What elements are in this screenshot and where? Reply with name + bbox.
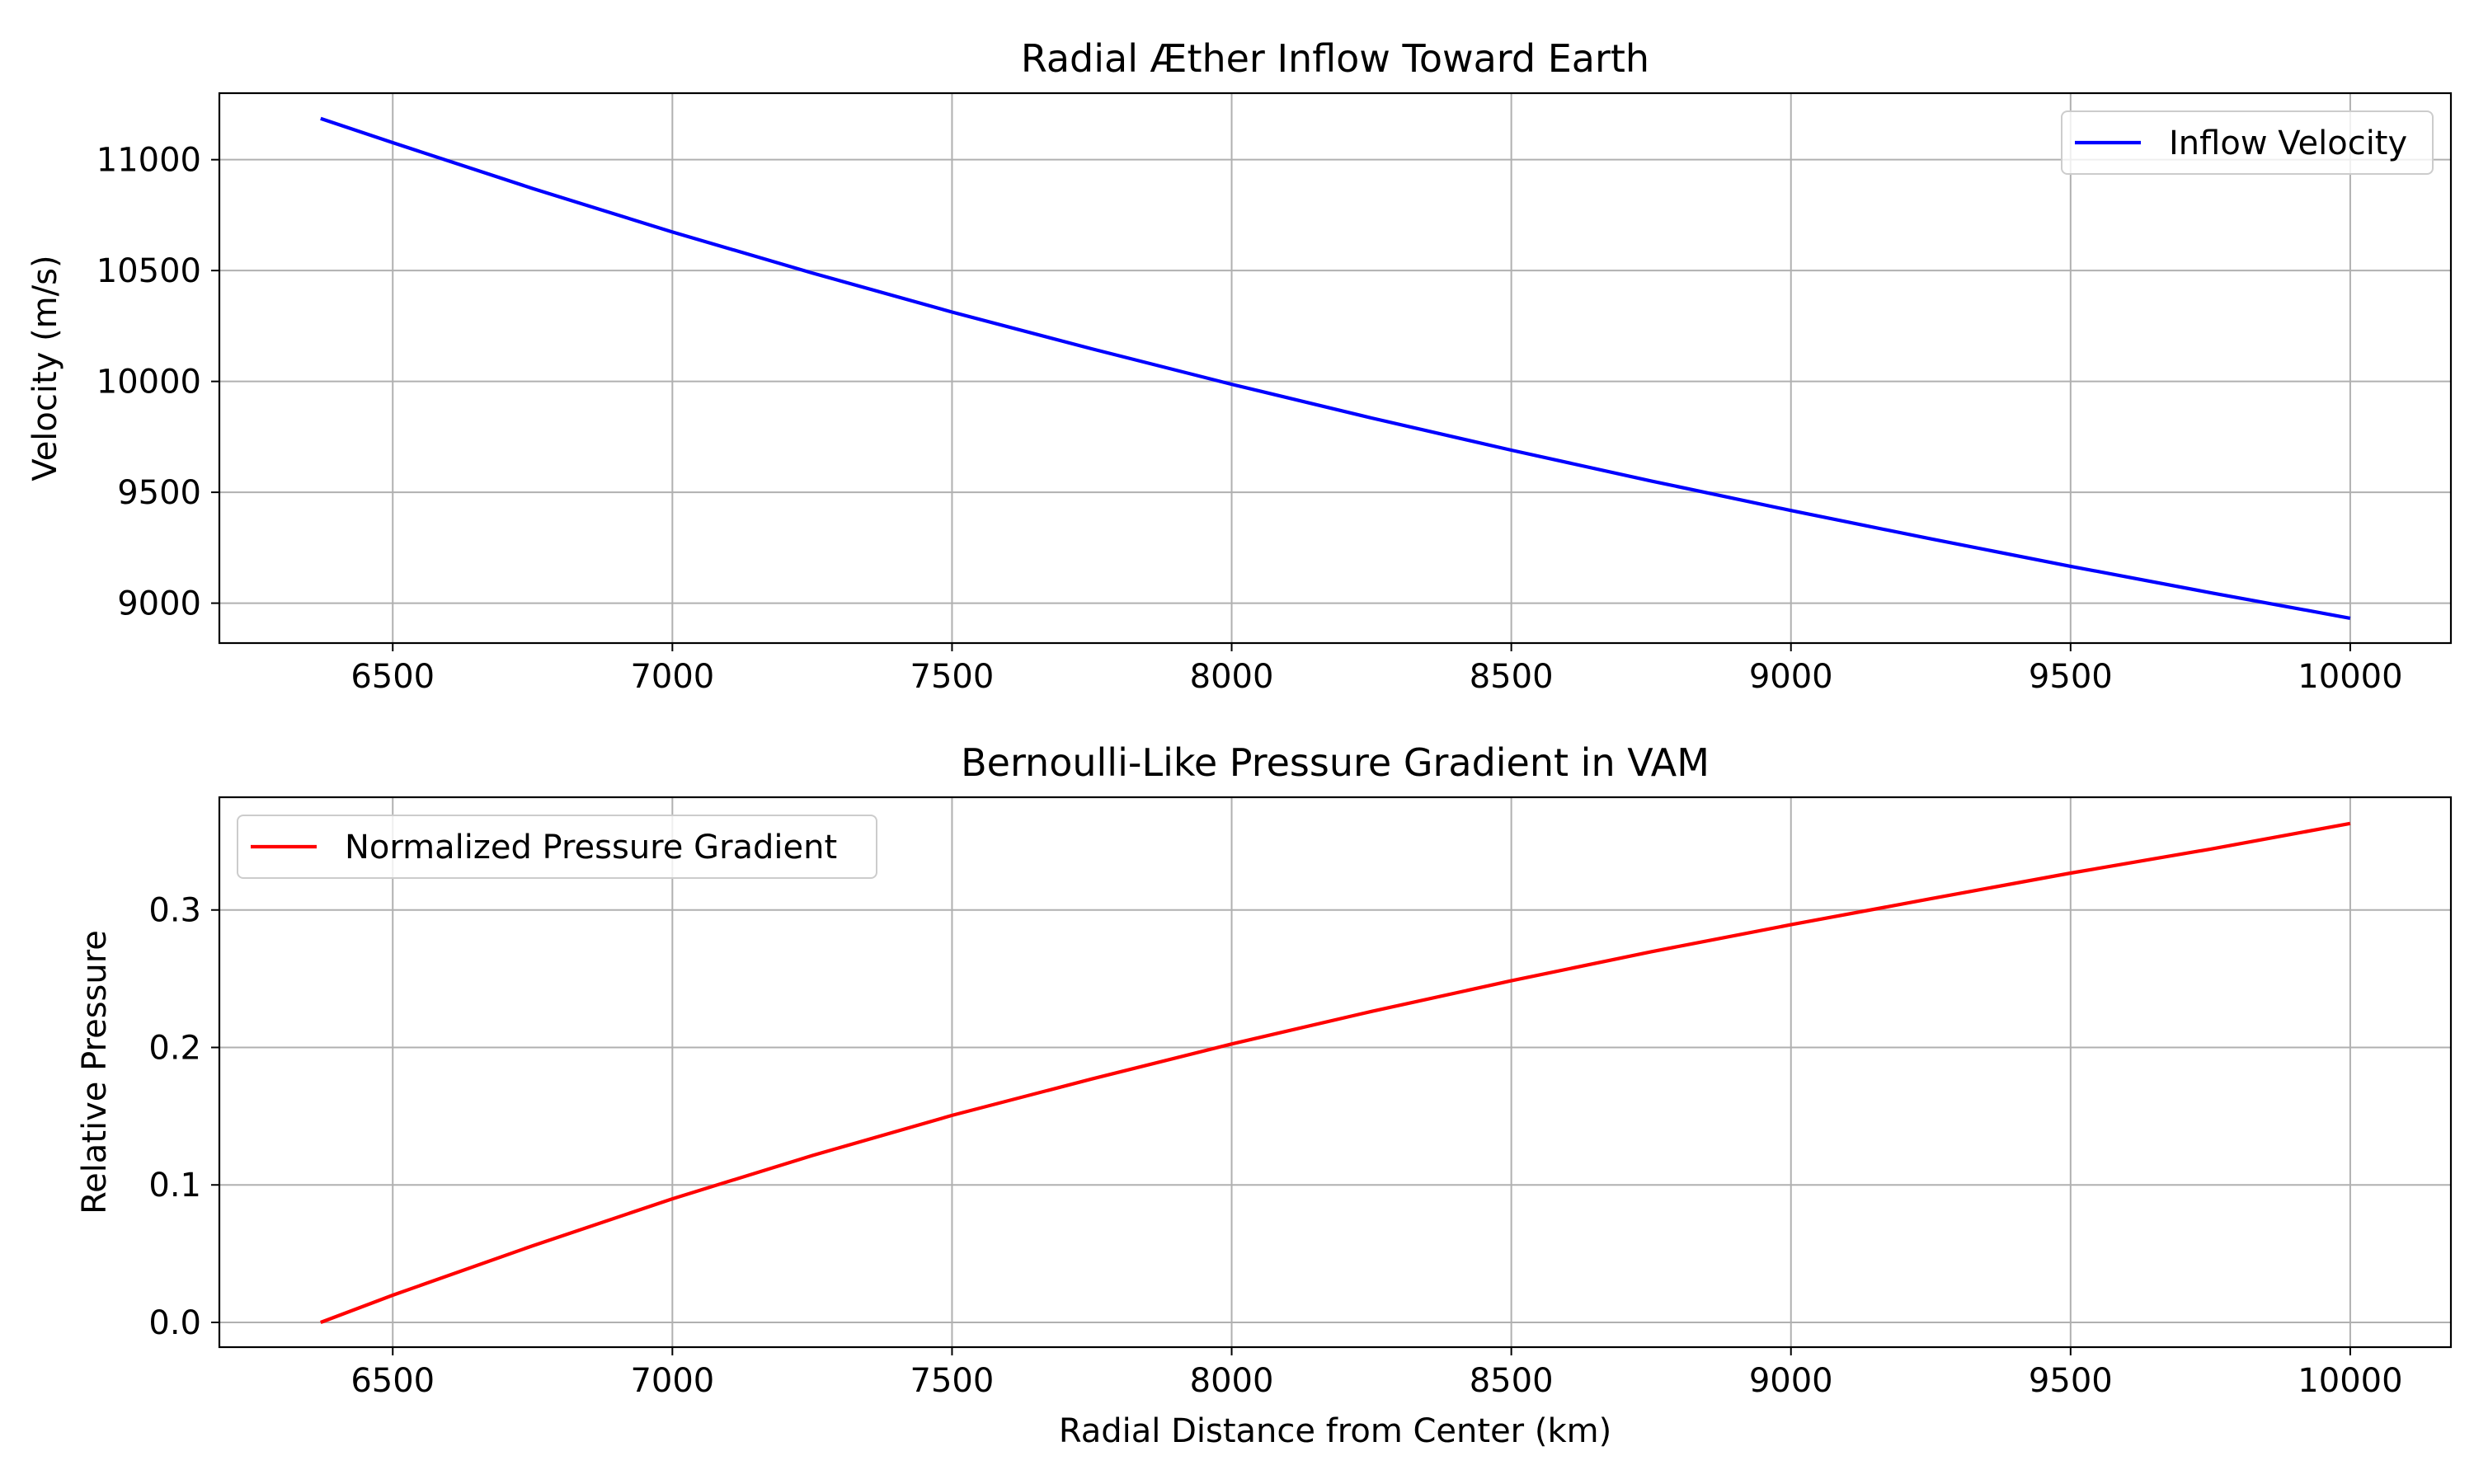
chart-0-x-tick-label: 10000 — [2298, 658, 2402, 696]
chart-1-x-tick-label: 7500 — [910, 1362, 995, 1400]
chart-1-x-tick-label: 9500 — [2029, 1362, 2113, 1400]
chart-1-y-tick-label: 0.2 — [148, 1029, 201, 1067]
chart-1-y-tick-label: 0.0 — [148, 1304, 201, 1342]
chart-1-x-axis-label: Radial Distance from Center (km) — [1059, 1412, 1611, 1450]
chart-1-series-line — [320, 821, 2351, 1324]
chart-0-x-tick-label: 8000 — [1190, 658, 1274, 696]
chart-1-legend-label: Normalized Pressure Gradient — [345, 829, 837, 866]
chart-0-legend: Inflow Velocity — [2061, 110, 2434, 175]
chart-0-x-tick-label: 9500 — [2029, 658, 2113, 696]
chart-0-y-axis-label: Velocity (m/s) — [26, 255, 64, 481]
chart-0-x-tick-label: 8500 — [1470, 658, 1554, 696]
chart-0-y-tick-label: 10000 — [96, 364, 201, 402]
chart-0-y-tick-label: 11000 — [96, 142, 201, 180]
chart-1-x-tick-label: 9000 — [1749, 1362, 1833, 1400]
pressure-chart-panel: 6500 7000 7500 8000 8500 9000 9500 10000 0.0 0.1 0… — [76, 740, 2453, 1450]
chart-0-plot-frame — [218, 92, 2453, 645]
chart-1-x-tick-label: 8500 — [1470, 1362, 1554, 1400]
chart-0-series-line — [320, 116, 2351, 620]
chart-1-title: Bernoulli-Like Pressure Gradient in VAM — [961, 740, 1710, 785]
chart-1-x-tick-label: 6500 — [350, 1362, 435, 1400]
chart-0-title: Radial Æther Inflow Toward Earth — [1021, 36, 1649, 81]
chart-0-x-tick-label: 7000 — [630, 658, 714, 696]
chart-1-legend: Normalized Pressure Gradient — [237, 815, 877, 879]
chart-0-y-tick-label: 9000 — [117, 585, 201, 623]
chart-0-y-tick-label: 10500 — [96, 252, 201, 290]
chart-0-y-tick-label: 9500 — [117, 474, 201, 512]
chart-1-x-tick-label: 8000 — [1190, 1362, 1274, 1400]
chart-1-y-tick-label: 0.1 — [148, 1167, 201, 1205]
chart-0-legend-box — [2061, 110, 2434, 175]
chart-0-x-tick-label: 7500 — [910, 658, 995, 696]
chart-1-x-tick-label: 10000 — [2298, 1362, 2402, 1400]
chart-1-plot-frame — [218, 796, 2453, 1349]
velocity-chart-panel: 6500 7000 7500 8000 8500 9000 9500 10000 9000 950… — [26, 36, 2453, 696]
chart-0-legend-label: Inflow Velocity — [2169, 124, 2407, 162]
chart-1-x-tick-label: 7000 — [630, 1362, 714, 1400]
chart-1-y-axis-label: Relative Pressure — [76, 930, 114, 1214]
chart-1-legend-box — [237, 815, 877, 879]
chart-0-x-tick-label: 9000 — [1749, 658, 1833, 696]
chart-0-x-tick-label: 6500 — [350, 658, 435, 696]
chart-1-y-tick-label: 0.3 — [148, 892, 201, 930]
